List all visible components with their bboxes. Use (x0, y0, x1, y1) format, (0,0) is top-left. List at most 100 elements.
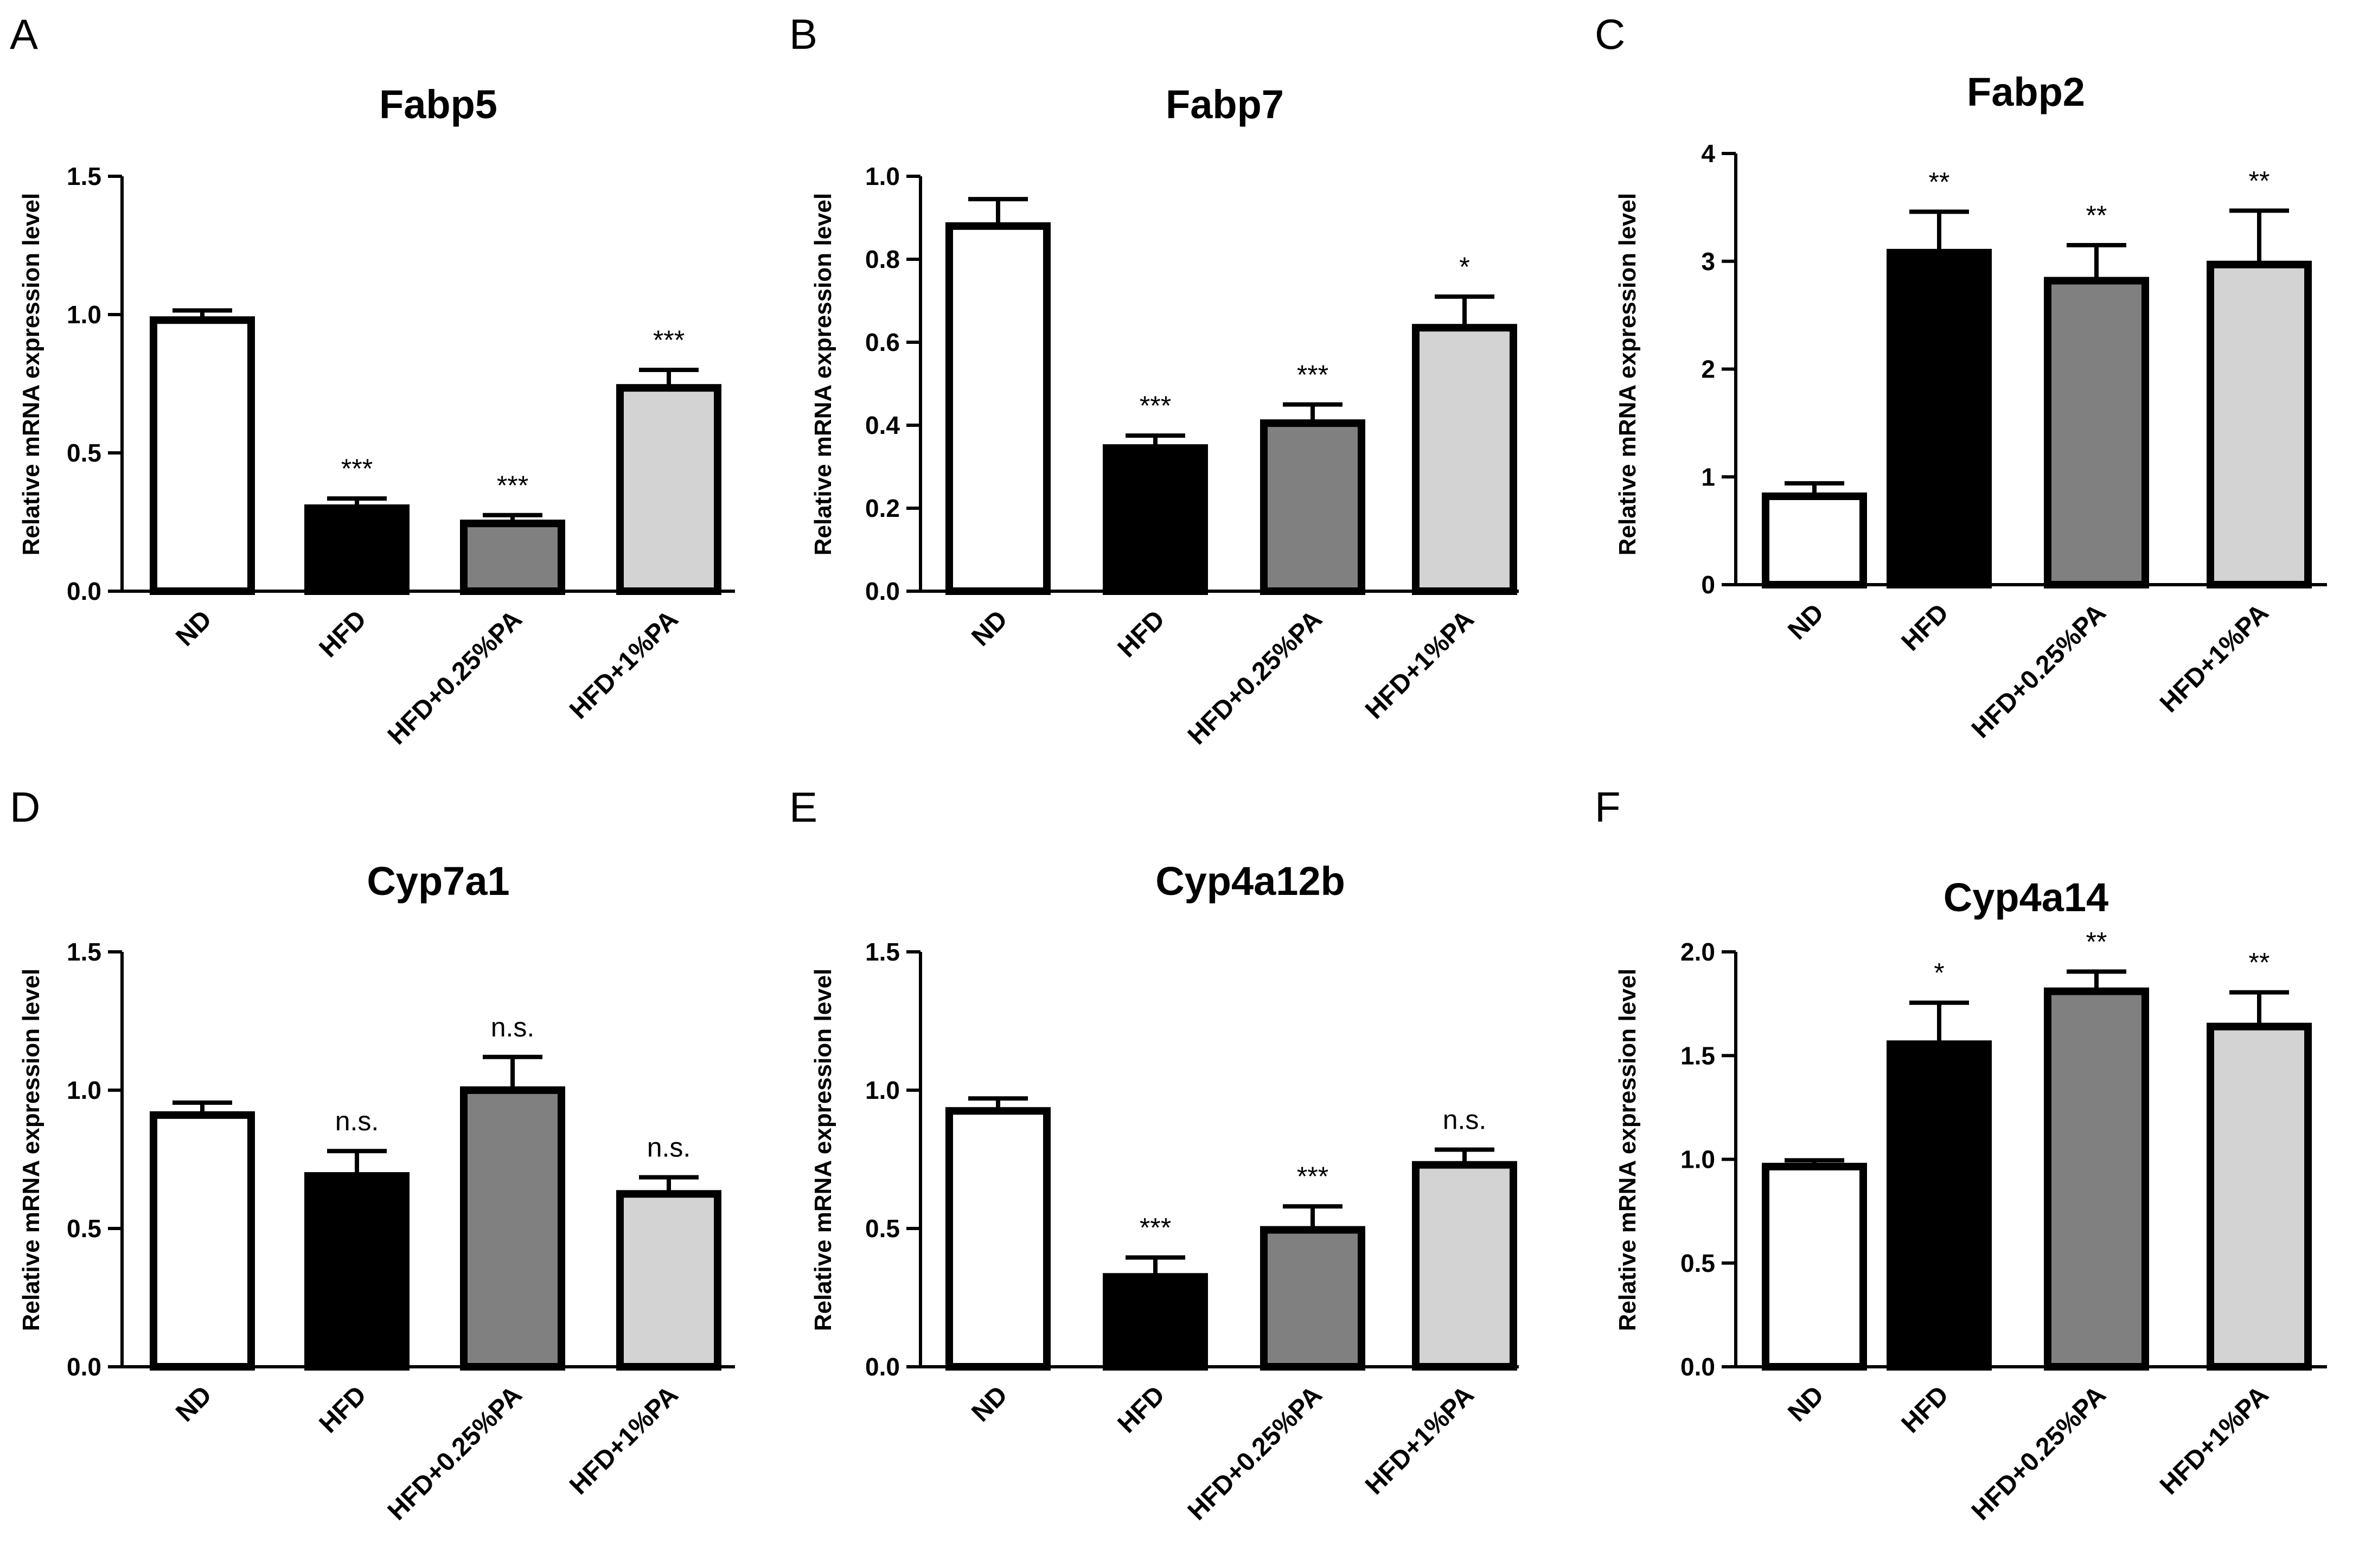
bar-hfd-0-25-pa (1260, 419, 1365, 595)
panel-a: A Fabp5 Relative mRNA expression level 0.0 0… (10, 10, 735, 750)
bar-hfd-1-pa (616, 384, 721, 596)
y-tick-label: 0.6 (865, 328, 900, 356)
bar-hfd-0-25-pa (460, 1086, 565, 1371)
y-tick-label: 2 (1701, 355, 1715, 383)
bar-hfd-1-pa (616, 1190, 721, 1371)
x-tick-label: HFD+0.25%PA (1966, 598, 2112, 744)
x-tick-label: HFD+1%PA (564, 1380, 684, 1500)
bar-hfd-1-pa (2207, 1022, 2312, 1371)
y-axis-label: Relative mRNA expression level (1614, 969, 1641, 1331)
x-tick-label: HFD+1%PA (2155, 598, 2274, 718)
significance-label: *** (1140, 1213, 1171, 1243)
x-tick-label: ND (170, 605, 217, 651)
y-tick-label: 1.5 (67, 162, 101, 190)
x-tick-label: ND (1782, 598, 1829, 645)
y-tick-label: 0.0 (865, 577, 900, 605)
chart-title: Fabp2 (1967, 69, 2085, 114)
x-tick-label: HFD (314, 1380, 372, 1438)
y-tick-label: 1.0 (1680, 1145, 1715, 1174)
panel-f: F Cyp4a14 Relative mRNA expression level 0.… (1595, 783, 2327, 1526)
panel-letter: B (789, 10, 817, 58)
y-tick-label: 0.5 (67, 1214, 101, 1243)
panel-letter: E (789, 783, 817, 831)
significance-label: *** (497, 470, 528, 501)
x-tick-label: ND (966, 605, 1013, 651)
x-tick-label: ND (1782, 1380, 1829, 1427)
bar-hfd-1-pa (1412, 324, 1517, 595)
bar-hfd-1-pa (1412, 1161, 1517, 1371)
x-tick-label: HFD+1%PA (1360, 605, 1480, 725)
significance-label: ** (2086, 926, 2107, 957)
y-tick-label: 0 (1701, 571, 1715, 599)
bar-hfd (304, 1172, 410, 1371)
bar-nd (945, 1107, 1051, 1371)
y-tick-label: 1.0 (67, 300, 101, 329)
bar-nd (150, 1111, 255, 1371)
y-tick-label: 0.8 (865, 245, 900, 273)
y-tick-label: 0.5 (1680, 1249, 1715, 1277)
y-tick-label: 4 (1701, 139, 1715, 168)
y-axis-label: Relative mRNA expression level (18, 969, 44, 1331)
x-tick-label: ND (966, 1380, 1013, 1427)
x-tick-label: HFD+1%PA (2155, 1380, 2274, 1500)
significance-label: *** (1297, 360, 1328, 390)
bar-hfd-0-25-pa (2044, 277, 2149, 588)
chart-title: Fabp5 (379, 82, 497, 127)
y-axis-label: Relative mRNA expression level (810, 193, 836, 555)
x-tick-label: HFD (1896, 1380, 1954, 1438)
panel-letter: A (10, 10, 38, 58)
y-tick-label: 3 (1701, 247, 1715, 276)
panel-c: C Fabp2 Relative mRNA expression level 0 1 2 3… (1595, 10, 2327, 744)
x-tick-label: HFD+1%PA (564, 605, 684, 725)
x-tick-label: HFD (1896, 598, 1954, 656)
y-tick-label: 0.2 (865, 494, 900, 522)
bar-hfd (1887, 1040, 1992, 1371)
significance-label: * (1934, 958, 1944, 988)
bar-hfd (1887, 248, 1992, 589)
significance-label: *** (1297, 1161, 1328, 1192)
x-tick-label: HFD+1%PA (1360, 1380, 1480, 1500)
significance-label: n.s. (647, 1132, 691, 1163)
significance-label: ** (1929, 167, 1950, 197)
x-tick-label: HFD+0.25%PA (1182, 1380, 1328, 1526)
bar-hfd-1-pa (2207, 260, 2312, 588)
bar-hfd (1103, 444, 1208, 595)
chart-title: Cyp7a1 (367, 859, 509, 904)
panel-letter: F (1595, 783, 1621, 831)
panel-e: E Cyp4a12b Relative mRNA expression level 0… (789, 783, 1519, 1526)
significance-label: ** (2249, 165, 2270, 196)
x-tick-label: HFD+0.25%PA (382, 605, 528, 750)
significance-label: ** (2249, 948, 2270, 978)
y-tick-label: 0.5 (865, 1214, 900, 1243)
y-tick-label: 0.4 (865, 411, 900, 439)
significance-label: n.s. (335, 1106, 379, 1136)
y-tick-label: 1.5 (865, 938, 900, 966)
y-tick-label: 0.0 (1680, 1353, 1715, 1381)
panel-letter: D (10, 783, 40, 831)
y-tick-label: 1.0 (67, 1076, 101, 1104)
panel-d: D Cyp7a1 Relative mRNA expression level 0.0… (10, 783, 735, 1526)
bar-nd (945, 222, 1051, 595)
x-tick-label: HFD (1113, 605, 1171, 663)
y-tick-label: 2.0 (1680, 938, 1715, 966)
chart-title: Cyp4a14 (1944, 875, 2108, 920)
significance-label: *** (341, 453, 373, 484)
y-tick-label: 1 (1701, 463, 1715, 491)
x-tick-label: HFD+0.25%PA (382, 1380, 528, 1526)
significance-label: *** (1140, 391, 1171, 421)
y-axis-label: Relative mRNA expression level (18, 193, 44, 555)
x-tick-label: HFD+0.25%PA (1966, 1380, 2112, 1526)
y-tick-label: 0.0 (865, 1353, 900, 1381)
chart-title: Cyp4a12b (1155, 859, 1345, 904)
x-tick-label: HFD+0.25%PA (1182, 605, 1328, 750)
y-axis-label: Relative mRNA expression level (1614, 193, 1641, 555)
y-tick-label: 1.0 (865, 1076, 900, 1104)
significance-label: n.s. (491, 1012, 535, 1042)
y-tick-label: 1.5 (1680, 1041, 1715, 1070)
bar-nd (1762, 492, 1867, 589)
bar-hfd-0-25-pa (460, 520, 565, 595)
significance-label: n.s. (1443, 1105, 1487, 1135)
y-axis-label: Relative mRNA expression level (810, 969, 836, 1331)
y-tick-label: 1.0 (865, 162, 900, 190)
